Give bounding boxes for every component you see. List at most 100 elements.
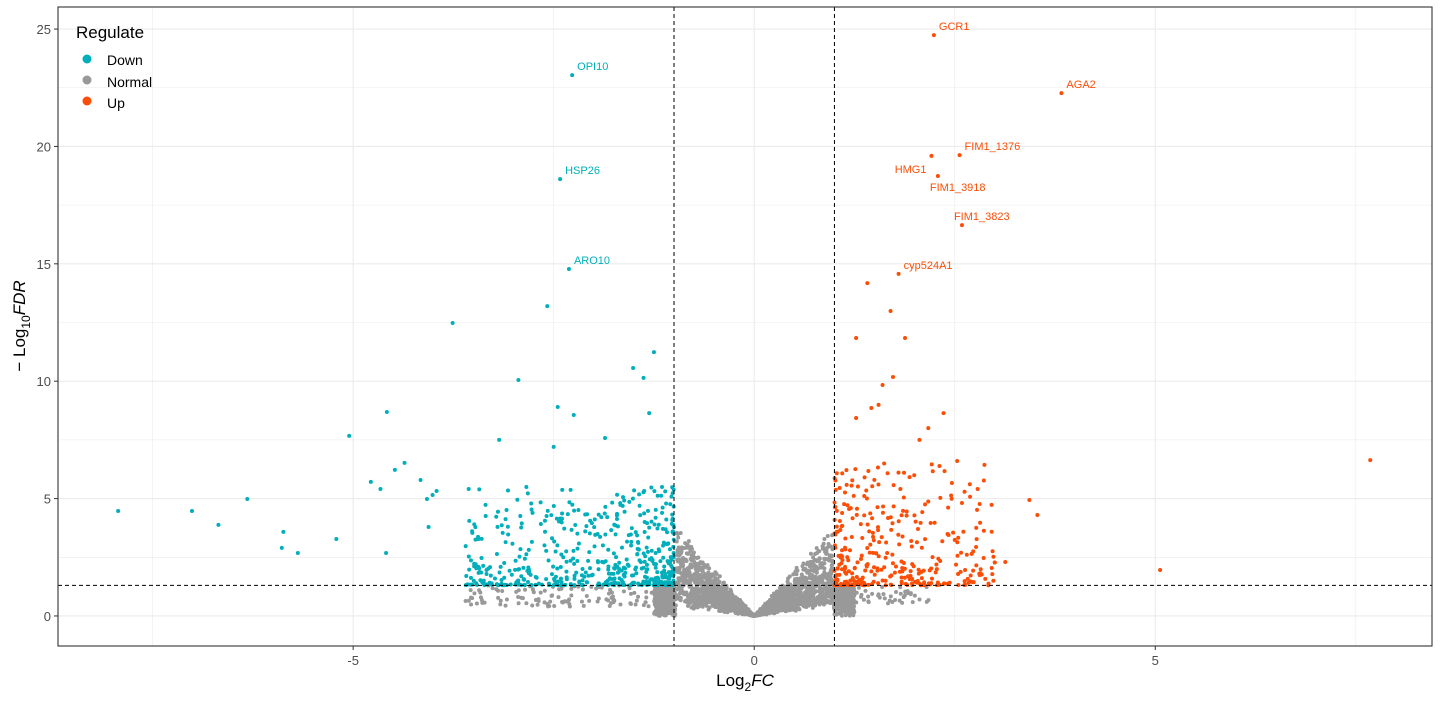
point-down xyxy=(606,567,611,572)
y-axis-ticks: 0 5 10 15 20 25 xyxy=(37,22,58,624)
point-up xyxy=(981,478,986,483)
point-normal xyxy=(533,597,538,602)
point-normal xyxy=(681,559,686,564)
point-normal xyxy=(686,601,691,606)
point-up xyxy=(859,553,864,558)
point-normal xyxy=(709,598,714,603)
point-up xyxy=(1027,497,1032,502)
point-normal xyxy=(764,603,769,608)
point-up xyxy=(958,569,963,574)
point-normal xyxy=(655,593,660,598)
point-up xyxy=(849,483,854,488)
point-down xyxy=(450,320,455,325)
point-down xyxy=(586,573,591,578)
point-normal xyxy=(675,549,680,554)
point-normal xyxy=(676,545,681,550)
point-normal xyxy=(767,608,772,613)
point-normal xyxy=(846,611,851,616)
point-down xyxy=(629,526,634,531)
point-down xyxy=(592,544,597,549)
point-down xyxy=(636,540,641,545)
point-down xyxy=(629,543,634,548)
point-normal xyxy=(812,558,817,563)
point-down xyxy=(587,550,592,555)
point-down xyxy=(652,522,657,527)
point-down xyxy=(653,515,658,520)
point-normal xyxy=(538,590,543,595)
point-down xyxy=(661,555,666,560)
point-down xyxy=(517,554,522,559)
point-normal xyxy=(674,569,679,574)
point-normal xyxy=(813,552,818,557)
point-normal xyxy=(817,585,822,590)
point-normal xyxy=(466,598,471,603)
point-up xyxy=(891,504,896,509)
point-up xyxy=(959,550,964,555)
point-normal xyxy=(530,587,535,592)
point-normal xyxy=(717,574,722,579)
point-down xyxy=(635,533,640,538)
point-down xyxy=(595,560,600,565)
point-normal xyxy=(828,544,833,549)
point-down xyxy=(474,582,479,587)
point-down xyxy=(650,577,655,582)
point-normal xyxy=(881,592,886,597)
point-normal xyxy=(827,591,832,596)
point-up xyxy=(870,484,875,489)
point-down xyxy=(653,565,658,570)
point-normal xyxy=(848,607,853,612)
point-normal xyxy=(727,591,732,596)
point-normal xyxy=(530,603,535,608)
point-down xyxy=(516,567,521,572)
point-up xyxy=(1158,567,1163,572)
point-normal xyxy=(677,591,682,596)
point-down xyxy=(620,580,625,585)
point-down xyxy=(295,551,300,556)
point-up xyxy=(880,510,885,515)
point-down xyxy=(651,350,656,355)
point-normal xyxy=(496,588,501,593)
point-normal xyxy=(705,595,710,600)
gene-label: FIM1_1376 xyxy=(965,141,1021,153)
point-normal xyxy=(908,592,913,597)
point-down xyxy=(596,512,601,517)
data-points xyxy=(116,33,1373,618)
point-normal xyxy=(803,584,808,589)
point-down xyxy=(631,366,636,371)
point-up xyxy=(872,572,877,577)
point-up xyxy=(982,462,987,467)
point-up xyxy=(896,470,901,475)
point-normal xyxy=(763,608,768,613)
point-down xyxy=(655,526,660,531)
point-up xyxy=(989,502,994,507)
point-down xyxy=(572,508,577,513)
point-up xyxy=(904,513,909,518)
point-normal xyxy=(793,570,798,575)
point-normal xyxy=(688,556,693,561)
point-up xyxy=(912,473,917,478)
point-up xyxy=(929,576,934,581)
point-down xyxy=(642,574,647,579)
point-normal xyxy=(894,590,899,595)
point-normal xyxy=(817,574,822,579)
point-normal xyxy=(829,559,834,564)
point-normal xyxy=(893,598,898,603)
point-down xyxy=(622,574,627,579)
point-normal xyxy=(681,591,686,596)
point-up xyxy=(928,520,933,525)
point-normal xyxy=(836,586,841,591)
point-down xyxy=(424,497,429,502)
point-down xyxy=(568,487,573,492)
point-down xyxy=(596,567,601,572)
x-tick-label: 5 xyxy=(1152,653,1159,668)
point-down xyxy=(347,433,352,438)
point-up xyxy=(974,563,979,568)
point-normal xyxy=(685,551,690,556)
point-normal xyxy=(663,601,668,606)
point-normal xyxy=(822,557,827,562)
point-up xyxy=(935,580,940,585)
point-up xyxy=(981,528,986,533)
point-normal xyxy=(726,605,731,610)
point-up xyxy=(868,542,873,547)
point-up xyxy=(954,562,959,567)
